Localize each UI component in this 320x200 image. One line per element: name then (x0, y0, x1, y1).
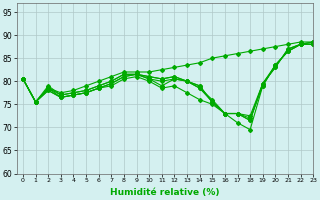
X-axis label: Humidité relative (%): Humidité relative (%) (110, 188, 220, 197)
